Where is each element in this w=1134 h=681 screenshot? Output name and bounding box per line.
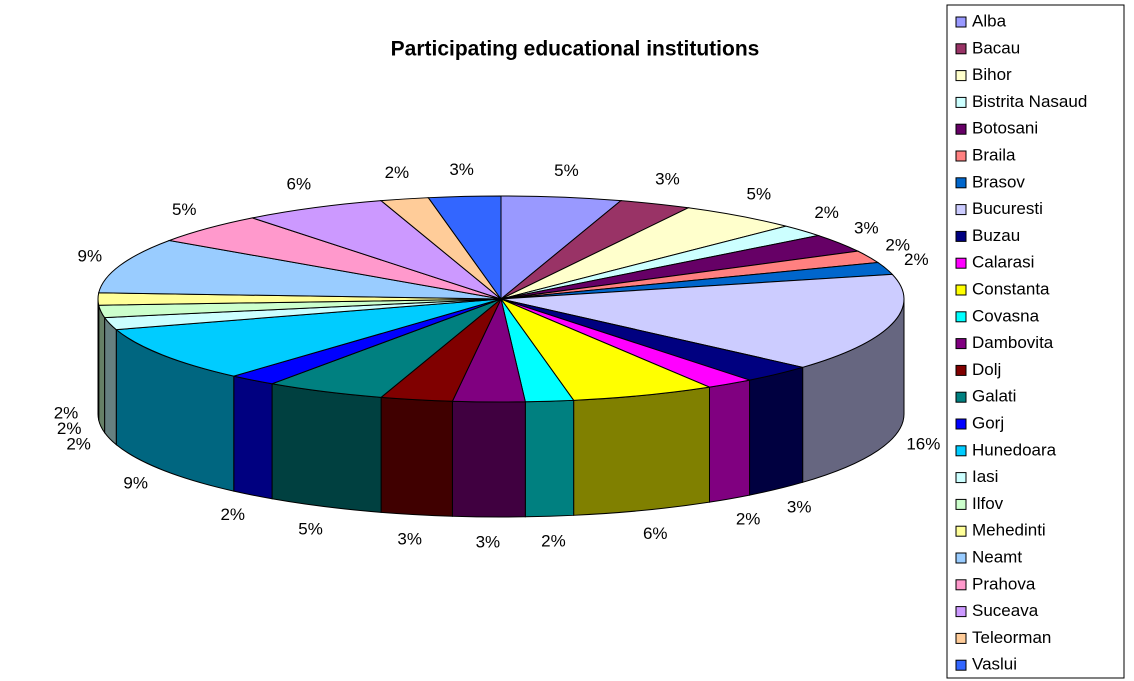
data-label: 2%: [885, 236, 910, 255]
data-label: 6%: [287, 174, 312, 193]
data-label: 5%: [747, 185, 772, 204]
legend-label: Bacau: [972, 38, 1020, 57]
legend-swatch: [955, 338, 967, 350]
legend-swatch: [955, 498, 967, 510]
slice-side: [451, 400, 526, 518]
legend-label: Braila: [972, 145, 1016, 164]
legend-label: Suceava: [972, 601, 1039, 620]
data-label: 2%: [54, 403, 79, 422]
legend-label: Iasi: [972, 467, 998, 486]
legend-swatch: [955, 311, 967, 323]
data-label: 2%: [57, 419, 82, 438]
legend-label: Gorj: [972, 413, 1004, 432]
legend-swatch: [955, 177, 967, 189]
legend-label: Mehedinti: [972, 521, 1046, 540]
data-label: 2%: [541, 532, 566, 551]
legend-swatch: [955, 418, 967, 430]
chart-title: Participating educational institutions: [391, 38, 760, 61]
legend-label: Galati: [972, 387, 1016, 406]
legend-swatch: [955, 632, 967, 644]
legend-swatch: [955, 257, 967, 269]
legend-swatch: [955, 43, 967, 55]
legend-swatch: [955, 472, 967, 484]
data-label: 3%: [655, 169, 680, 188]
data-label: 3%: [787, 497, 812, 516]
slice-side: [233, 375, 273, 500]
data-label: 9%: [123, 474, 148, 493]
legend-label: Bucuresti: [972, 199, 1043, 218]
legend-swatch: [955, 552, 967, 564]
legend-swatch: [955, 204, 967, 216]
slice: [427, 195, 502, 301]
legend-label: Covasna: [972, 306, 1040, 325]
slice-side: [573, 386, 710, 516]
legend-label: Hunedoara: [972, 440, 1057, 459]
legend-swatch: [955, 391, 967, 403]
legend-label: Bistrita Nasaud: [972, 92, 1087, 111]
slice-side: [104, 316, 117, 446]
legend-label: Calarasi: [972, 253, 1034, 272]
legend-label: Brasov: [972, 172, 1025, 191]
slice: [98, 239, 502, 300]
legend-swatch: [955, 364, 967, 376]
data-label: 5%: [554, 161, 579, 180]
legend-swatch: [955, 96, 967, 108]
legend-swatch: [955, 284, 967, 296]
slice-side: [524, 399, 575, 518]
legend-label: Dambovita: [972, 333, 1054, 352]
data-label: 2%: [814, 203, 839, 222]
slice-side: [98, 305, 106, 435]
legend-swatch: [955, 659, 967, 671]
legend-swatch: [955, 579, 967, 591]
data-label: 9%: [78, 246, 103, 265]
legend-swatch: [955, 70, 967, 82]
data-label: 2%: [66, 434, 91, 453]
data-label: 6%: [643, 524, 668, 543]
slice: [250, 200, 502, 300]
legend-swatch: [955, 606, 967, 618]
data-label: 2%: [736, 510, 761, 529]
data-label: 2%: [904, 250, 929, 269]
legend-label: Vaslui: [972, 655, 1017, 674]
legend-label: Constanta: [972, 279, 1050, 298]
legend-swatch: [955, 123, 967, 135]
slice-side: [97, 298, 100, 421]
legend-swatch: [955, 150, 967, 162]
legend-label: Teleorman: [972, 628, 1051, 647]
slice-side: [271, 383, 382, 513]
slice: [114, 298, 502, 377]
data-label: 3%: [476, 532, 501, 551]
legend-label: Prahova: [972, 574, 1036, 593]
data-label: 2%: [385, 163, 410, 182]
data-label: 3%: [397, 530, 422, 549]
slice-side: [708, 379, 751, 503]
legend-label: Buzau: [972, 226, 1020, 245]
slice: [500, 273, 905, 368]
legend-label: Ilfov: [972, 494, 1004, 513]
data-label: 3%: [449, 160, 474, 179]
data-label: 2%: [220, 505, 245, 524]
legend-label: Dolj: [972, 360, 1001, 379]
legend-swatch: [955, 230, 967, 242]
legend-box: [946, 4, 1125, 679]
data-label: 5%: [298, 519, 323, 538]
legend-label: Alba: [972, 11, 1007, 30]
legend-swatch: [955, 16, 967, 28]
data-label: 5%: [172, 200, 197, 219]
slice-side: [380, 396, 453, 517]
data-label: 3%: [854, 218, 879, 237]
data-label: 16%: [906, 434, 940, 453]
legend-swatch: [955, 445, 967, 457]
slice: [499, 297, 712, 401]
legend-swatch: [955, 525, 967, 537]
legend-label: Bihor: [972, 65, 1012, 84]
slice-side: [749, 366, 804, 496]
legend-label: Botosani: [972, 119, 1038, 138]
legend-label: Neamt: [972, 547, 1022, 566]
